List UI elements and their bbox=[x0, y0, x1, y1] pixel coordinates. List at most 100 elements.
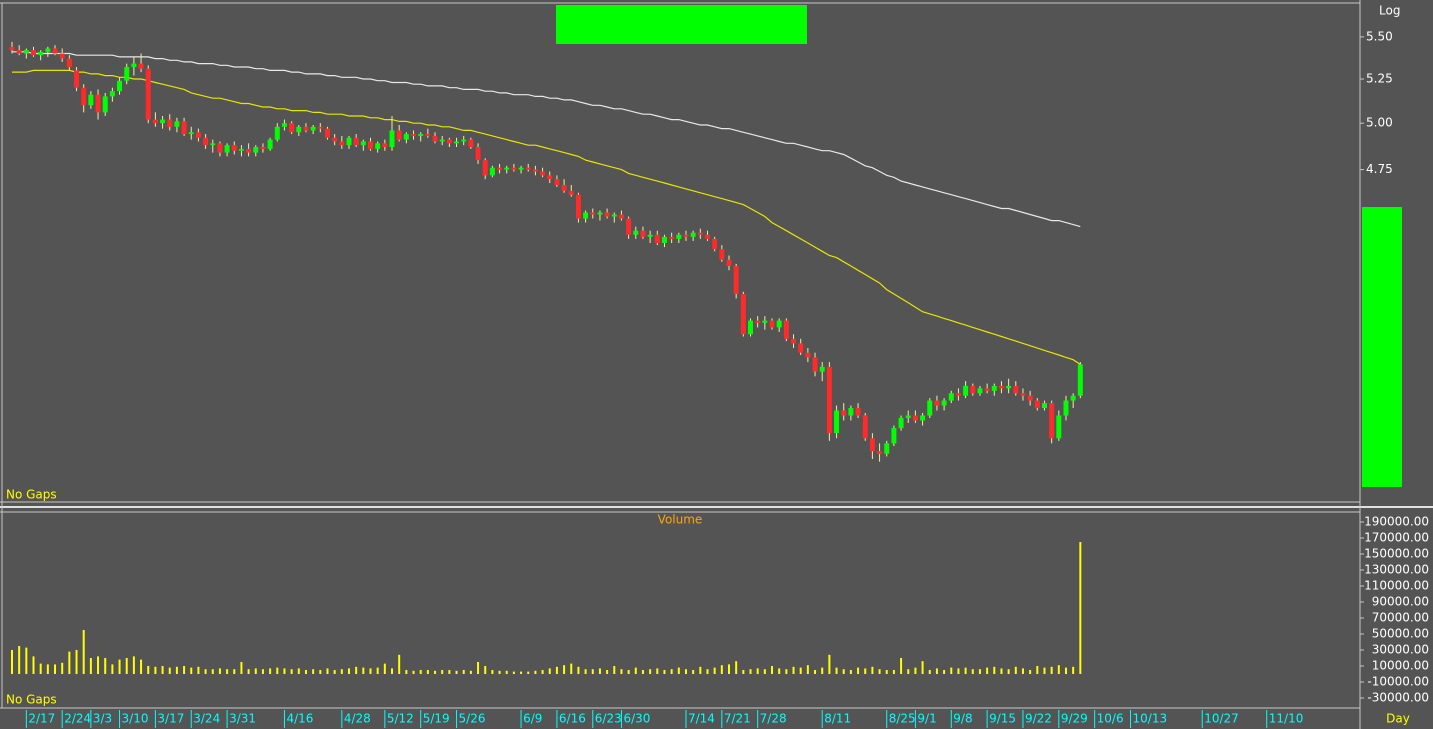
y-tick-label: 5.25 bbox=[1366, 72, 1393, 86]
volume-bar bbox=[742, 670, 745, 674]
y-tick-label: 50000.00 bbox=[1372, 627, 1429, 641]
volume-bar bbox=[61, 662, 64, 674]
candle-body bbox=[575, 194, 581, 219]
volume-bar bbox=[641, 670, 644, 674]
volume-bar bbox=[197, 666, 200, 674]
volume-bar bbox=[183, 666, 186, 674]
x-tick-label: 2/24 bbox=[64, 712, 91, 726]
candle-body bbox=[948, 393, 954, 401]
candle-body bbox=[145, 68, 151, 120]
volume-bar bbox=[68, 651, 71, 674]
candle-body bbox=[475, 147, 481, 161]
x-tick-label: 10/13 bbox=[1133, 712, 1168, 726]
candle-body bbox=[991, 385, 997, 391]
volume-bar bbox=[441, 670, 444, 674]
candle-body bbox=[375, 143, 381, 149]
volume-bar bbox=[118, 659, 121, 674]
x-tick-label: 3/17 bbox=[157, 712, 184, 726]
candle-body bbox=[504, 167, 510, 170]
candle-body bbox=[568, 190, 574, 195]
volume-bar bbox=[943, 670, 946, 674]
candle-body bbox=[454, 141, 460, 144]
x-tick-label: 6/9 bbox=[523, 712, 542, 726]
candle-body bbox=[862, 415, 868, 439]
moving-average-line bbox=[12, 51, 1081, 228]
candle-body bbox=[676, 234, 682, 239]
candle-body bbox=[733, 266, 739, 295]
x-tick-label: 9/8 bbox=[953, 712, 972, 726]
volume-bar bbox=[814, 670, 817, 674]
volume-bar bbox=[921, 661, 924, 674]
volume-bar bbox=[505, 670, 508, 674]
candle-body bbox=[174, 121, 180, 127]
candle-body bbox=[296, 126, 302, 133]
candle-body bbox=[74, 70, 80, 88]
volume-bar bbox=[935, 668, 938, 674]
volume-bar bbox=[713, 667, 716, 674]
candle-body bbox=[984, 388, 990, 391]
candle-body bbox=[690, 232, 696, 237]
candle-body bbox=[497, 167, 503, 170]
volume-bar bbox=[706, 669, 709, 674]
volume-bar bbox=[763, 669, 766, 674]
x-tick-label: 10/27 bbox=[1204, 712, 1239, 726]
candle-body bbox=[360, 141, 366, 146]
volume-bar bbox=[283, 668, 286, 674]
candle-body bbox=[762, 320, 768, 323]
volume-bar bbox=[326, 668, 329, 674]
volume-bar bbox=[778, 668, 781, 674]
volume-bar bbox=[663, 670, 666, 674]
candle-body bbox=[339, 141, 345, 146]
y-tick-label: 10000.00 bbox=[1372, 659, 1429, 673]
candle-body bbox=[52, 48, 58, 54]
volume-bar bbox=[190, 667, 193, 674]
candle-body bbox=[755, 320, 761, 323]
candle-body bbox=[1049, 403, 1055, 439]
volume-bar bbox=[39, 663, 42, 674]
y-tick-label: 170000.00 bbox=[1364, 531, 1429, 545]
candle-body bbox=[669, 236, 675, 239]
volume-bar bbox=[297, 668, 300, 674]
volume-bar bbox=[563, 665, 566, 674]
candle-body bbox=[396, 130, 402, 140]
volume-bar bbox=[735, 661, 738, 674]
x-tick-label: 7/14 bbox=[688, 712, 715, 726]
volume-bar bbox=[1072, 666, 1075, 674]
volume-bar bbox=[211, 669, 214, 674]
candle-body bbox=[368, 141, 373, 149]
volume-bar bbox=[448, 670, 451, 674]
period-label: Day bbox=[1386, 712, 1410, 726]
volume-bar bbox=[434, 670, 437, 674]
candle-body bbox=[59, 53, 65, 59]
volume-bar bbox=[140, 659, 143, 674]
volume-bar bbox=[154, 666, 157, 674]
volume-bar bbox=[785, 669, 788, 674]
candle-body bbox=[224, 145, 230, 153]
candle-body bbox=[525, 167, 531, 170]
volume-bar bbox=[276, 667, 279, 674]
x-tick-label: 5/12 bbox=[387, 712, 414, 726]
volume-bar bbox=[971, 669, 974, 674]
volume-bar bbox=[799, 667, 802, 674]
volume-bar bbox=[892, 670, 895, 674]
volume-bar bbox=[570, 663, 573, 674]
volume-bar bbox=[355, 666, 358, 674]
candle-body bbox=[403, 134, 409, 140]
candle-body bbox=[884, 443, 890, 454]
candle-body bbox=[511, 167, 517, 170]
volume-bar bbox=[455, 670, 458, 674]
x-tick-label: 9/15 bbox=[989, 712, 1016, 726]
volume-bar bbox=[491, 670, 494, 674]
volume-bar bbox=[1007, 669, 1010, 674]
candle-body bbox=[346, 137, 352, 146]
candle-body bbox=[912, 415, 918, 421]
candle-body bbox=[927, 400, 933, 416]
candle-body bbox=[561, 184, 567, 191]
volume-bar bbox=[347, 668, 350, 674]
x-tick-label: 4/16 bbox=[286, 712, 313, 726]
volume-bar bbox=[520, 671, 523, 674]
x-tick-label: 5/19 bbox=[423, 712, 450, 726]
candle-body bbox=[590, 212, 596, 215]
candle-body bbox=[95, 94, 101, 113]
